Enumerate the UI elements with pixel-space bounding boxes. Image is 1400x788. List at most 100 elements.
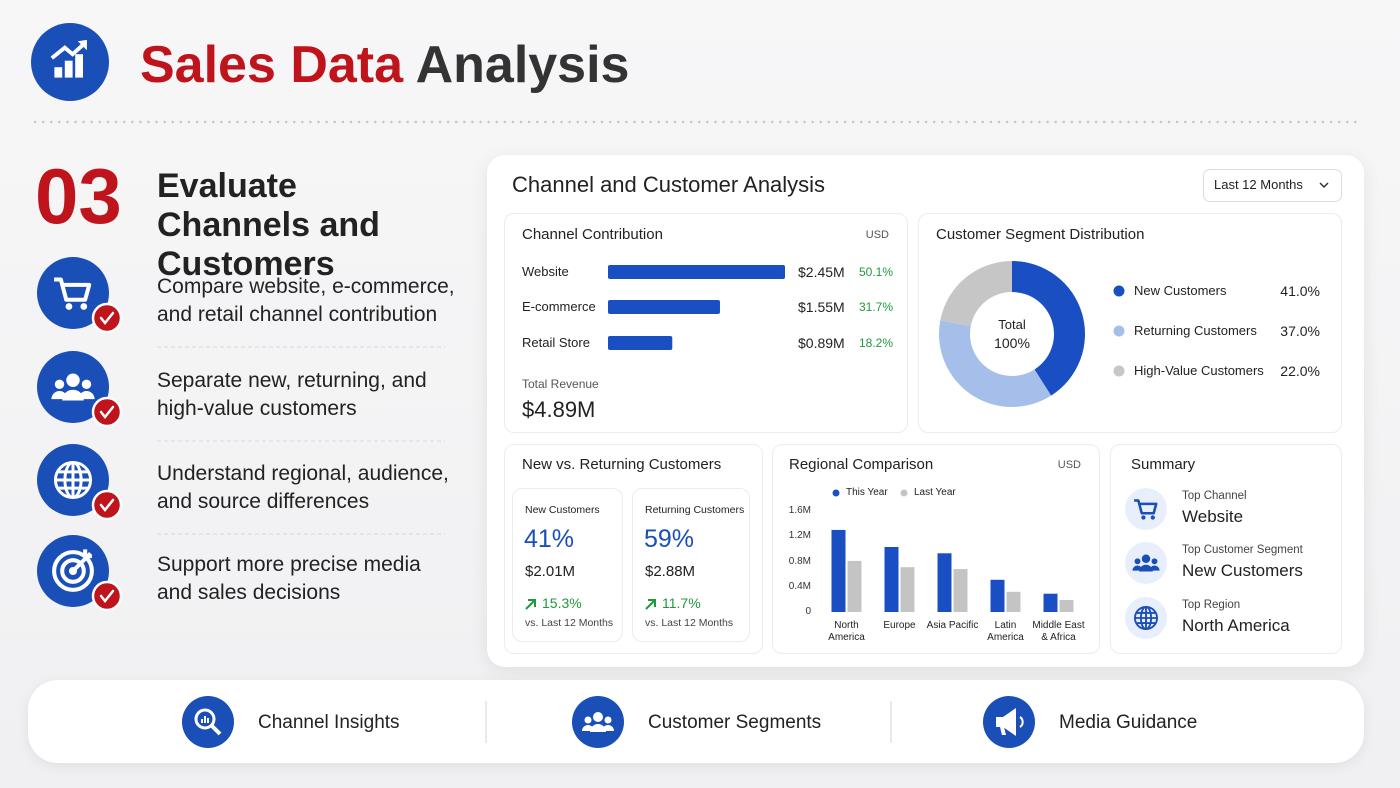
y-tick-label: 1.6M	[788, 505, 811, 516]
glyph	[1141, 515, 1146, 520]
glyph	[201, 719, 203, 723]
glyph	[62, 389, 84, 401]
panel-title: Summary	[1131, 456, 1196, 473]
filter-chevron	[1319, 182, 1329, 189]
region-bar	[937, 553, 952, 612]
card-change: 15.3%	[542, 594, 582, 611]
step-item: Support more precise media and sales dec…	[157, 553, 421, 604]
donut-center-label: Total	[998, 317, 1026, 333]
check-badge	[91, 489, 123, 521]
step-item: Understand regional, audience, and sourc…	[157, 462, 449, 513]
region-bar	[884, 546, 899, 612]
summary-value: North America	[1182, 615, 1290, 635]
region-bar	[953, 569, 968, 612]
check-mark	[99, 589, 115, 604]
y-tick-label: 1.2M	[788, 530, 811, 542]
filter-label[interactable]: Last 12 Months	[1214, 177, 1303, 193]
region-bar	[1043, 593, 1058, 612]
y-tick-label: 0	[805, 606, 811, 617]
channel-value: $2.45M	[798, 263, 845, 280]
x-tick-label: Asia Pacific	[926, 620, 979, 631]
summary-label: Top Region	[1182, 599, 1241, 612]
check-mark	[99, 498, 115, 513]
icon-cart	[54, 277, 92, 310]
region-bar	[1059, 600, 1074, 612]
card-label: New Customers	[525, 503, 600, 516]
glyph	[54, 277, 92, 302]
glyph	[194, 708, 216, 730]
step-item: Compare website, e-commerce, and retail …	[157, 275, 455, 326]
glyph	[50, 41, 87, 60]
glyph	[590, 724, 606, 732]
legend-dot	[1113, 285, 1125, 297]
title-dark: Analysis	[415, 36, 630, 94]
glyph	[996, 708, 1016, 736]
channel-share: 18.2%	[859, 335, 894, 350]
icon-circle	[37, 257, 109, 329]
glyph	[1134, 558, 1141, 565]
check-badge	[91, 396, 123, 428]
glyph	[1150, 515, 1155, 520]
check-mark	[99, 405, 115, 420]
panel-title: New vs. Returning Customers	[522, 456, 722, 473]
dashboard-title: Channel and Customer Analysis	[512, 171, 826, 197]
icon-target	[52, 549, 94, 592]
x-tick-label: Europe	[883, 620, 916, 631]
card-label: Returning Customers	[645, 503, 745, 516]
summary-label: Top Channel	[1182, 490, 1247, 503]
legend-label: This Year	[846, 487, 888, 498]
legend-dot	[1113, 365, 1125, 377]
summary-value: Website	[1182, 506, 1244, 526]
donut-segment	[940, 261, 1012, 327]
legend-value: 41.0%	[1280, 282, 1320, 299]
icon-circle	[1125, 542, 1167, 584]
glyph	[1132, 565, 1143, 571]
region-bar	[990, 579, 1005, 612]
card-note: vs. Last 12 Months	[645, 616, 734, 629]
icon-megaphone	[996, 708, 1024, 736]
icon-people	[51, 373, 95, 401]
new-card	[512, 488, 623, 642]
channel-label: Retail Store	[522, 335, 590, 351]
step-number: 03	[35, 152, 122, 241]
step-item: Separate new, returning, and high-value …	[157, 369, 427, 420]
legend-label: New Customers	[1134, 283, 1227, 299]
glyph	[1134, 606, 1158, 630]
donut-center-value: 100%	[994, 334, 1030, 351]
region-bar	[1006, 591, 1021, 612]
y-tick-label: 0.4M	[788, 580, 811, 592]
glyph	[66, 373, 80, 387]
step-title: Evaluate Channels and Customers	[157, 166, 380, 283]
x-tick-label: Latin America	[987, 620, 1024, 643]
panel-title: Customer Segment Distribution	[936, 226, 1145, 243]
glyph	[1141, 554, 1151, 563]
glyph	[51, 391, 68, 400]
summary-label: Top Customer Segment	[1182, 544, 1303, 557]
channel-panel	[504, 213, 908, 433]
x-tick-label: North America	[828, 620, 865, 643]
page-title: Sales Data Analysis	[140, 34, 629, 96]
glyph	[55, 462, 91, 498]
glyph	[80, 303, 88, 310]
glyph	[602, 725, 614, 731]
legend-dot	[832, 489, 840, 497]
unit-label: USD	[1057, 459, 1081, 472]
glyph	[54, 67, 63, 78]
glyph	[1151, 558, 1158, 565]
channel-bar	[608, 265, 785, 279]
donut-segment	[939, 320, 1052, 407]
filter-box[interactable]	[1203, 169, 1342, 202]
glyph	[65, 303, 73, 310]
legend-value: 22.0%	[1280, 362, 1320, 379]
channel-bar	[608, 336, 673, 350]
legend-dot	[900, 489, 908, 497]
glyph	[54, 379, 65, 390]
glyph	[593, 712, 603, 722]
legend-dot	[1113, 325, 1125, 337]
glyph	[78, 391, 95, 400]
region-bar	[847, 560, 862, 612]
y-tick-label: 0.8M	[788, 555, 811, 567]
glyph	[81, 379, 92, 390]
footer-item: Customer Segments	[648, 711, 822, 733]
